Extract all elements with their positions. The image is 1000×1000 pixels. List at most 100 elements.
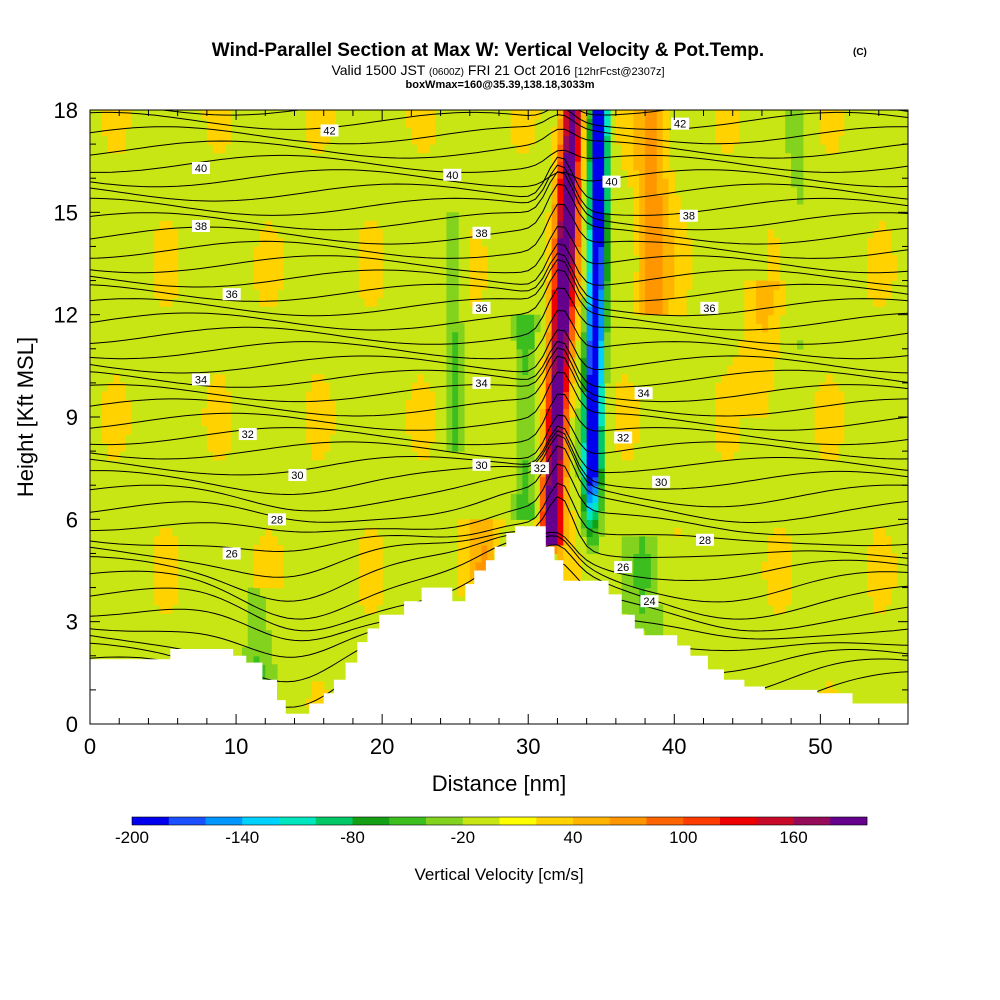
velocity-cell [639, 220, 646, 230]
velocity-cell [878, 579, 886, 589]
velocity-cell [592, 476, 599, 486]
theta-label: 28 [699, 535, 711, 547]
velocity-cell [639, 195, 646, 205]
velocity-cell [639, 306, 646, 316]
velocity-cell [726, 374, 734, 384]
velocity-cell [125, 425, 132, 435]
velocity-cell [317, 442, 325, 452]
velocity-cell [528, 442, 535, 452]
velocity-cell [271, 570, 278, 580]
valid-zulu: (0600Z) [429, 67, 464, 78]
velocity-cell [645, 263, 652, 273]
velocity-cell [113, 135, 120, 145]
theta-label-box [443, 168, 462, 181]
velocity-cell [481, 263, 488, 273]
velocity-cell [463, 544, 471, 555]
velocity-cell [592, 485, 599, 495]
velocity-cell [487, 527, 494, 537]
velocity-cell [312, 434, 319, 444]
velocity-cell [323, 399, 331, 410]
theta-label-box [288, 468, 307, 481]
velocity-cell [557, 212, 564, 222]
velocity-cell [557, 246, 564, 256]
velocity-cell [662, 178, 670, 188]
velocity-cell [259, 596, 266, 606]
velocity-cell [867, 246, 874, 256]
velocity-cell [627, 536, 634, 546]
velocity-cell [832, 135, 839, 145]
velocity-cell [551, 451, 559, 461]
velocity-cell [621, 579, 629, 589]
velocity-cell [715, 399, 722, 410]
velocity-cell [773, 314, 781, 324]
velocity-cell [446, 237, 453, 248]
velocity-cell [452, 254, 459, 265]
velocity-cell [732, 365, 740, 375]
velocity-cell [557, 425, 564, 435]
velocity-cell [826, 434, 833, 444]
velocity-cell [756, 408, 763, 418]
velocity-cell [592, 212, 599, 222]
velocity-cell [481, 280, 488, 290]
velocity-cell [551, 212, 559, 222]
velocity-cell [645, 613, 652, 623]
velocity-cell [481, 536, 488, 546]
velocity-cell [796, 144, 804, 154]
velocity-cell [113, 127, 120, 137]
velocity-cell [569, 289, 576, 299]
velocity-cell [767, 289, 775, 299]
velocity-cell [569, 110, 576, 120]
theta-contour [90, 183, 908, 245]
velocity-cell [522, 357, 529, 367]
velocity-cell [650, 553, 658, 563]
velocity-cell [598, 357, 605, 367]
velocity-cell [598, 135, 605, 145]
velocity-cell [598, 476, 605, 486]
velocity-cell [557, 314, 564, 324]
velocity-cell [761, 314, 769, 324]
theta-label: 38 [195, 221, 207, 233]
velocity-cell [364, 553, 372, 563]
terrain [90, 526, 908, 724]
colorbar-swatch [279, 817, 317, 825]
theta-contour [90, 269, 908, 331]
velocity-cell [674, 272, 681, 282]
velocity-cell [446, 374, 453, 384]
velocity-cell [645, 621, 652, 631]
velocity-cell [563, 280, 570, 290]
velocity-cell [580, 306, 588, 316]
velocity-cell [639, 621, 646, 631]
colorbar-swatch [315, 817, 353, 825]
theta-contour [90, 414, 908, 460]
velocity-cell [212, 425, 220, 435]
velocity-cell [522, 340, 529, 350]
velocity-cell [312, 442, 319, 452]
velocity-cell [551, 263, 559, 273]
velocity-cell [428, 408, 436, 418]
velocity-cell [814, 408, 821, 418]
velocity-cell [247, 638, 255, 648]
velocity-cell [756, 306, 763, 316]
velocity-cell [107, 391, 114, 401]
velocity-cell [563, 178, 570, 188]
velocity-cell [458, 527, 465, 537]
velocity-cell [557, 348, 564, 358]
velocity-cell [569, 570, 576, 580]
velocity-cell [370, 579, 377, 589]
velocity-cell [668, 306, 675, 316]
velocity-cell [165, 553, 173, 563]
velocity-cell [154, 246, 161, 256]
velocity-cell [639, 161, 646, 171]
velocity-cell [446, 289, 453, 299]
velocity-cell [475, 519, 483, 529]
chart-title-suffix: (C) [853, 47, 867, 58]
velocity-cell [224, 110, 231, 120]
velocity-cell [528, 314, 535, 324]
velocity-cell [639, 110, 646, 120]
velocity-cell [551, 289, 559, 299]
velocity-cell [604, 212, 611, 222]
velocity-cell [253, 638, 261, 648]
velocity-cell [767, 272, 775, 282]
velocity-cell [253, 280, 261, 290]
velocity-cell [796, 127, 804, 137]
